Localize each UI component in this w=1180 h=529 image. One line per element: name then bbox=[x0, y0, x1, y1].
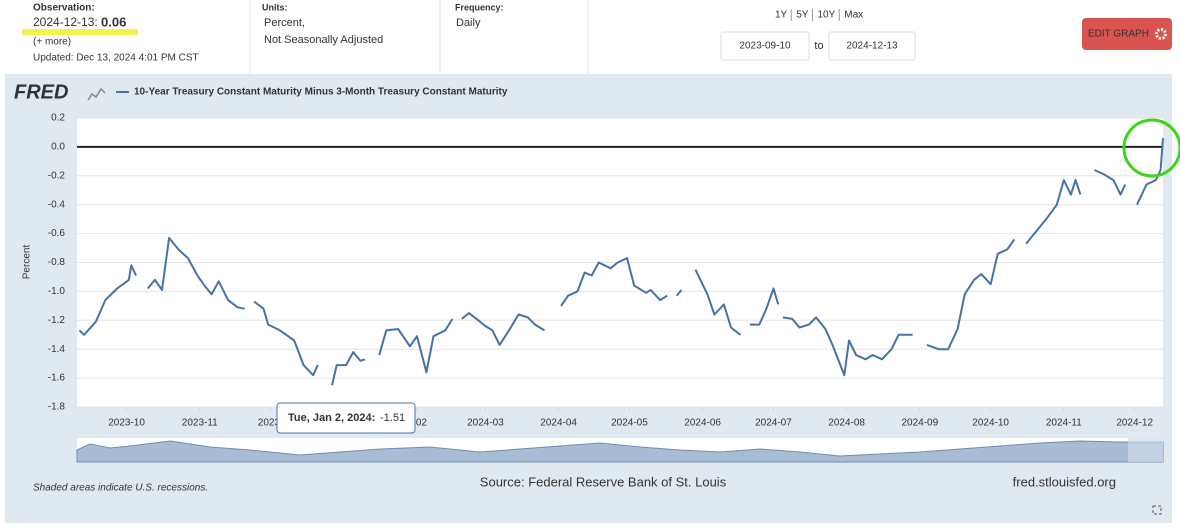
legend-entry: 10-Year Treasury Constant Maturity Minus… bbox=[134, 87, 508, 98]
range-link[interactable]: 5Y bbox=[796, 10, 809, 21]
tooltip-value: -1.51 bbox=[380, 412, 405, 424]
observation-date: 2024-12-13: bbox=[33, 15, 98, 29]
label: Observation: bbox=[33, 3, 95, 14]
to: to bbox=[814, 40, 823, 52]
edit-graph-button[interactable]: EDIT GRAPH bbox=[1082, 18, 1172, 50]
website[interactable]: fred.stlouisfed.org bbox=[1013, 474, 1116, 489]
x-tick-label: 2024-07 bbox=[755, 418, 792, 429]
navigator-area bbox=[76, 440, 1164, 463]
gear-icon bbox=[1155, 28, 1167, 40]
button-label: EDIT GRAPH bbox=[1088, 29, 1149, 40]
x-tick-label: 4-02 bbox=[407, 418, 427, 429]
units: Percent, bbox=[264, 17, 305, 29]
button-bg bbox=[1082, 18, 1172, 50]
y-tick-label: -1.4 bbox=[48, 344, 66, 355]
fullscreen-icon[interactable] bbox=[1152, 505, 1162, 515]
updated: Updated: Dec 13, 2024 4:01 PM CST bbox=[33, 53, 199, 64]
y-tick-label: -0.8 bbox=[48, 257, 66, 268]
y-tick-label: -0.4 bbox=[48, 199, 66, 210]
x-tick-label: 2024-05 bbox=[611, 418, 648, 429]
y-tick-label: -0.2 bbox=[48, 170, 66, 181]
frequency: Daily bbox=[456, 17, 481, 29]
logo: FRED bbox=[14, 81, 68, 103]
observation-value: 0.06 bbox=[101, 14, 126, 29]
recession-note: Shaded areas indicate U.S. recessions. bbox=[33, 483, 208, 494]
tooltip-box bbox=[276, 402, 416, 434]
x-tick-label: 2023- bbox=[258, 418, 284, 429]
logo-icon bbox=[87, 87, 106, 101]
range-link[interactable]: 1Y bbox=[775, 10, 788, 21]
tooltip: Tue, Jan 2, 2024: -1.51 bbox=[276, 402, 416, 434]
annotation-circle bbox=[1122, 118, 1180, 178]
header bbox=[0, 0, 1180, 74]
y-tick-label: 0.2 bbox=[51, 113, 65, 124]
x-tick-label: 2024-12 bbox=[1116, 418, 1153, 429]
y-tick-label: -1.8 bbox=[48, 402, 66, 413]
date-input[interactable] bbox=[720, 31, 810, 61]
more-link[interactable]: (+ more) bbox=[33, 37, 71, 48]
x-tick-label: 2024-09 bbox=[901, 418, 938, 429]
range-links: 1Y 5Y 10Y Max bbox=[775, 9, 863, 21]
date-end: 2024-12-13 bbox=[846, 41, 898, 52]
x-tick-label: 2024-06 bbox=[684, 418, 721, 429]
y-axis-label: Percent bbox=[22, 245, 33, 280]
date-input[interactable] bbox=[828, 31, 916, 61]
date-start: 2023-09-10 bbox=[739, 41, 791, 52]
label: Frequency: bbox=[455, 2, 504, 12]
x-tick-label: 2024-10 bbox=[972, 418, 1009, 429]
x-tick-label: 2024-03 bbox=[467, 418, 504, 429]
series-line bbox=[78, 138, 1164, 386]
units: Not Seasonally Adjusted bbox=[264, 34, 383, 46]
y-tick-label: -1.6 bbox=[48, 373, 66, 384]
navigator-handle[interactable] bbox=[1128, 438, 1163, 462]
source: Source: Federal Reserve Bank of St. Loui… bbox=[480, 474, 727, 489]
highlight bbox=[22, 29, 138, 35]
x-tick-label: 2024-04 bbox=[540, 418, 577, 429]
y-tick-label: -1.0 bbox=[48, 286, 66, 297]
y-tick-label: 0.0 bbox=[51, 142, 65, 153]
y-tick-label: -0.6 bbox=[48, 228, 66, 239]
label: Units: bbox=[262, 2, 288, 12]
plot: 0.2 0.0 -0.2 -0.4 -0.6 -0.8 -1.0 -1.2 -1.4 -1.6 -1… bbox=[48, 113, 1164, 429]
x-tick-label: 2024-11 bbox=[1046, 418, 1082, 429]
tooltip-label: Tue, Jan 2, 2024: bbox=[288, 412, 375, 424]
x-tick-label: 2023-11 bbox=[182, 418, 218, 429]
range-link[interactable]: Max bbox=[844, 10, 863, 21]
x-tick-label: 2023-10 bbox=[108, 418, 145, 429]
x-tick-label: 2024-08 bbox=[828, 418, 865, 429]
y-tick-label: -1.2 bbox=[48, 315, 66, 326]
range-link[interactable]: 10Y bbox=[817, 10, 835, 21]
